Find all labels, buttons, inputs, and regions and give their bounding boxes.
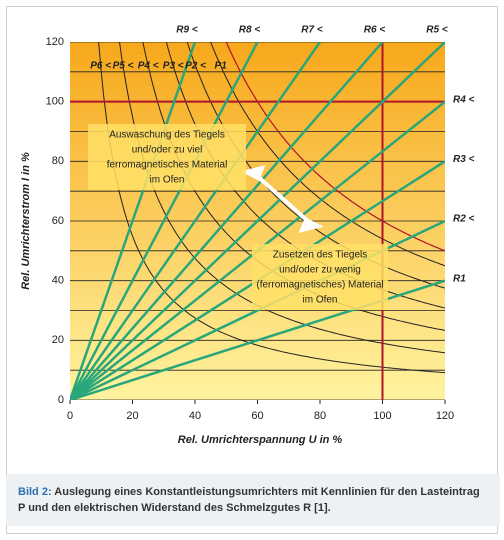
power-label: P4 < <box>138 61 159 72</box>
resistance-label: R6 < <box>364 25 386 36</box>
resistance-label: R9 < <box>176 25 198 36</box>
power-curve <box>119 42 445 354</box>
annotation-box <box>252 244 388 310</box>
annotation-text: im Ofen <box>302 295 337 306</box>
power-label: P5 < <box>113 61 134 72</box>
annotation-text: im Ofen <box>149 175 184 186</box>
annotation-text: und/oder zu wenig <box>279 265 361 276</box>
x-tick-label: 60 <box>251 410 263 422</box>
power-label: P2 < <box>185 61 206 72</box>
y-tick-label: 100 <box>46 96 64 108</box>
annotation-text: (ferromagnetisches) Material <box>256 280 383 291</box>
annotation-text: Auswaschung des Tiegels <box>109 130 225 141</box>
y-tick-label: 80 <box>52 155 64 167</box>
resistance-line <box>70 42 445 400</box>
resistance-line <box>70 42 322 400</box>
caption-text: Auslegung eines Konstantleistungsumricht… <box>18 486 480 514</box>
resistance-label: R7 < <box>301 25 323 36</box>
x-tick-label: 0 <box>67 410 73 422</box>
power-curve <box>210 42 445 267</box>
resistance-label: R5 < <box>426 25 448 36</box>
power-curve <box>98 42 445 374</box>
caption-label: Bild 2: <box>18 486 52 498</box>
x-tick-label: 80 <box>314 410 326 422</box>
y-tick-label: 120 <box>46 36 64 48</box>
annotation-text: ferromagnetisches Material <box>107 160 228 171</box>
annotation-box <box>88 124 246 190</box>
resistance-label: R2 < <box>453 214 475 225</box>
resistance-label: R8 < <box>239 25 261 36</box>
annotation-text: und/oder zu viel <box>132 145 203 156</box>
x-tick-label: 120 <box>436 410 454 422</box>
y-tick-label: 20 <box>52 334 64 346</box>
power-label: P6 < <box>90 61 111 72</box>
x-tick-label: 40 <box>189 410 201 422</box>
resistance-line <box>70 42 197 400</box>
power-label: P1 <box>215 61 228 72</box>
x-tick-label: 100 <box>373 410 391 422</box>
resistance-label: R3 < <box>453 154 475 165</box>
annotation-text: Zusetzen des Tiegels <box>273 250 368 261</box>
y-axis-label: Rel. Umrichterstrom I in % <box>20 152 32 290</box>
power-label: P3 < <box>163 61 184 72</box>
x-axis-label: Rel. Umrichterspannung U in % <box>178 434 343 446</box>
resistance-label: R4 < <box>453 94 475 105</box>
y-tick-label: 0 <box>58 394 64 406</box>
y-tick-label: 60 <box>52 215 64 227</box>
resistance-label: R1 <box>453 273 466 284</box>
resistance-line <box>70 42 259 400</box>
arrow <box>240 165 324 233</box>
resistance-line <box>70 42 384 400</box>
caption: Bild 2: Auslegung eines Konstantleistung… <box>6 474 500 526</box>
x-tick-label: 20 <box>126 410 138 422</box>
y-tick-label: 40 <box>52 275 64 287</box>
chart: Rel. Umrichterspannung U in % Rel. Umric… <box>20 25 475 446</box>
